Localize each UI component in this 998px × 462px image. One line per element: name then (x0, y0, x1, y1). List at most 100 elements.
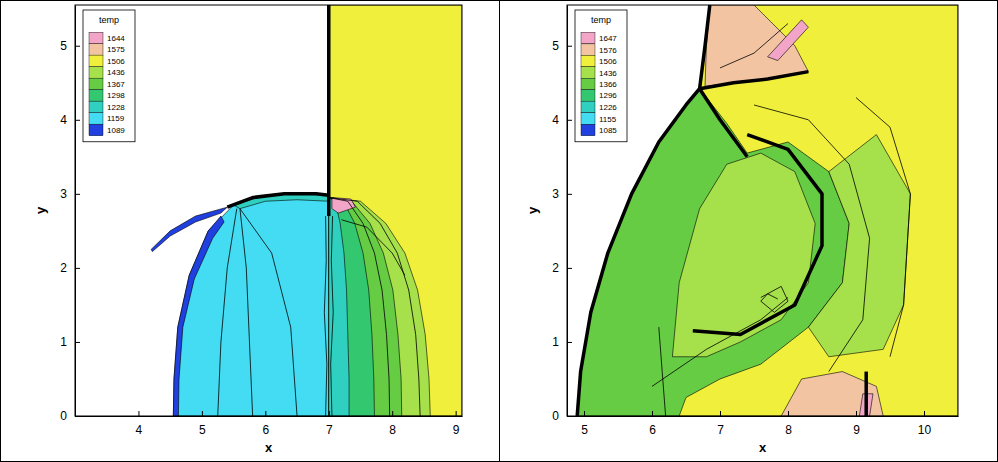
y-tick-mark (567, 46, 572, 47)
x-tick-label: 4 (136, 423, 143, 437)
contour-region (329, 198, 349, 416)
contour-line (693, 135, 822, 335)
legend-swatch (89, 101, 103, 113)
y-tick: 2 (60, 261, 80, 275)
y-tick-mark (75, 342, 80, 343)
y-tick-label: 4 (552, 113, 559, 127)
contour-line (700, 72, 809, 89)
legend-swatch (581, 32, 595, 44)
plot-area (151, 5, 462, 416)
x-tick-mark (329, 411, 330, 416)
x-tick-mark (392, 411, 393, 416)
legend-swatch (89, 67, 103, 79)
y-tick-mark (75, 46, 80, 47)
legend-label: 1576 (599, 46, 617, 55)
x-axis-title: x (265, 440, 273, 455)
y-tick-mark (567, 416, 572, 417)
legend-box (575, 10, 627, 142)
legend-swatch (89, 124, 103, 136)
y-tick-label: 2 (60, 261, 67, 275)
x-tick-label: 7 (717, 423, 724, 437)
plot-area (577, 5, 958, 416)
contour-line (700, 89, 748, 157)
x-tick: 9 (853, 411, 860, 437)
contour-line (218, 209, 237, 416)
legend-swatch (89, 78, 103, 90)
contour-line (240, 209, 297, 416)
legend-label: 1228 (107, 103, 125, 112)
legend-swatch (89, 113, 103, 125)
legend-label: 1366 (599, 80, 617, 89)
legend-title: temp (99, 15, 119, 25)
figure-frame (1, 1, 998, 462)
legend-label: 1506 (599, 57, 617, 66)
contour-region (173, 194, 328, 416)
contour-line (324, 216, 327, 416)
y-tick-mark (75, 120, 80, 121)
legend-swatch (581, 101, 595, 113)
x-tick-label: 8 (785, 423, 792, 437)
y-tick-label: 0 (60, 409, 67, 423)
plot-frame (567, 5, 958, 416)
x-tick: 4 (136, 411, 143, 437)
x-tick-label: 8 (389, 423, 396, 437)
contour-region (329, 198, 375, 416)
y-tick-mark (567, 342, 572, 343)
x-tick-label: 6 (649, 423, 656, 437)
x-axis: 5 6 7 8 9 10 (568, 411, 959, 437)
contour-line (652, 298, 788, 387)
x-tick-mark (138, 411, 139, 416)
y-axis-title: y (33, 206, 48, 214)
x-tick-mark (652, 411, 653, 416)
contour-line (329, 198, 390, 416)
legend-title: temp (591, 15, 611, 25)
contour-region (173, 216, 224, 416)
legend-label: 1506 (107, 57, 125, 66)
y-tick: 4 (60, 113, 80, 127)
y-tick: 0 (552, 409, 572, 423)
x-tick: 8 (785, 411, 792, 437)
y-tick: 0 (60, 409, 80, 423)
y-axis: 0 1 2 3 4 5 (60, 6, 80, 424)
contour-line (856, 98, 910, 357)
y-tick: 2 (552, 261, 572, 275)
legend-label: 1298 (107, 91, 125, 100)
x-tick: 10 (918, 411, 932, 437)
y-tick-label: 2 (552, 261, 559, 275)
y-tick-label: 1 (60, 335, 67, 349)
x-tick-mark (788, 411, 789, 416)
x-axis-line (76, 416, 463, 417)
y-axis-title: y (525, 206, 540, 214)
y-tick: 5 (60, 39, 80, 53)
panel: 5678910012345xytemp164715761506143613661… (525, 5, 959, 455)
y-tick-label: 3 (60, 187, 67, 201)
contour-line (720, 24, 788, 68)
contour-region (768, 20, 809, 61)
x-tick: 6 (262, 411, 269, 437)
y-tick-mark (567, 194, 572, 195)
x-tick: 7 (717, 411, 724, 437)
legend-box (83, 10, 135, 142)
panel: 456789012345xytemp1644157515061436136712… (33, 5, 463, 455)
y-tick-mark (567, 120, 572, 121)
legend-swatch (581, 44, 595, 56)
contour-line (240, 209, 253, 416)
x-tick: 5 (581, 411, 588, 437)
legend-label: 1575 (107, 45, 125, 54)
legend-swatch (581, 90, 595, 102)
y-tick: 5 (552, 39, 572, 53)
x-axis: 456789 (76, 411, 463, 437)
x-axis-line (568, 416, 959, 417)
x-tick-label: 10 (918, 423, 932, 437)
legend-label: 1159 (107, 114, 125, 123)
y-tick-mark (75, 194, 80, 195)
contour-region (329, 198, 402, 416)
y-tick-label: 1 (552, 335, 559, 349)
x-tick-label: 5 (581, 423, 588, 437)
y-tick-label: 0 (552, 409, 559, 423)
x-tick-label: 6 (262, 423, 269, 437)
x-tick: 5 (199, 411, 206, 437)
legend-swatch (581, 113, 595, 125)
legend-swatch (581, 124, 595, 136)
legend-label: 1089 (107, 126, 125, 135)
